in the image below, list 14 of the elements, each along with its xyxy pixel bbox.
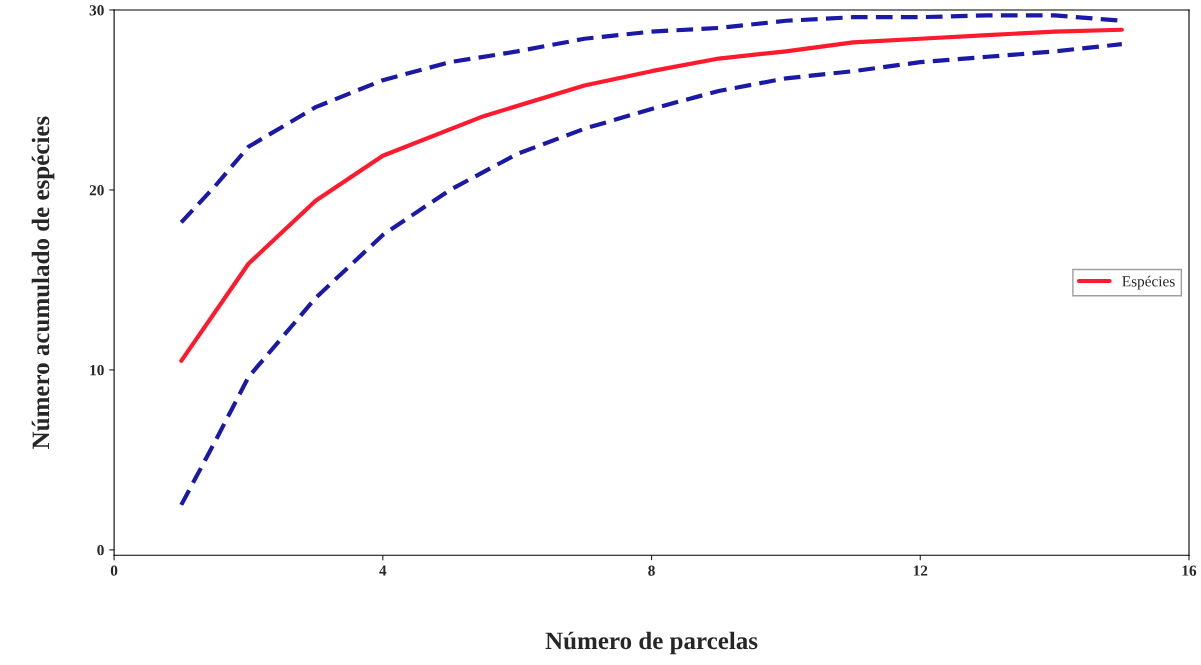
y-tick-label: 0 [97,545,104,556]
y-axis-title: Número acumulado de espécies [31,116,55,449]
x-axis-title: Número de parcelas [545,631,758,655]
line-series [179,27,1124,363]
line-series [179,42,1124,507]
y-tick-label: 30 [89,5,104,16]
x-tick-label: 4 [379,565,387,576]
y-tick-label: 20 [89,185,104,196]
legend-label: Espécies [1122,275,1175,290]
x-tick-label: 12 [913,565,928,576]
x-tick-label: 8 [648,565,655,576]
x-tick-label: 16 [1182,565,1197,576]
y-tick-label: 10 [90,365,104,376]
x-tick-label: 0 [110,565,118,576]
